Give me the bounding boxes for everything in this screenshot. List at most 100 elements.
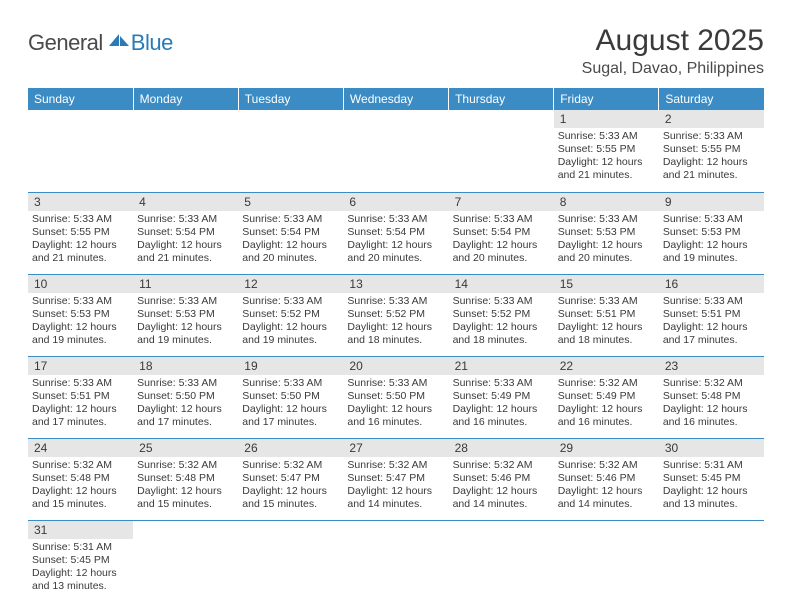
calendar-row: 17Sunrise: 5:33 AMSunset: 5:51 PMDayligh… bbox=[28, 356, 764, 438]
day-number: 4 bbox=[133, 193, 238, 211]
daylight-line: Daylight: 12 hours and 14 minutes. bbox=[453, 485, 550, 511]
day-number: 14 bbox=[449, 275, 554, 293]
calendar-cell: 30Sunrise: 5:31 AMSunset: 5:45 PMDayligh… bbox=[659, 438, 764, 520]
day-number: 3 bbox=[28, 193, 133, 211]
day-content: Sunrise: 5:33 AMSunset: 5:54 PMDaylight:… bbox=[238, 211, 343, 270]
logo-text-blue: Blue bbox=[131, 30, 173, 56]
sunrise-line: Sunrise: 5:32 AM bbox=[137, 459, 234, 472]
sunset-line: Sunset: 5:50 PM bbox=[137, 390, 234, 403]
daylight-line: Daylight: 12 hours and 17 minutes. bbox=[663, 321, 760, 347]
day-content: Sunrise: 5:33 AMSunset: 5:51 PMDaylight:… bbox=[659, 293, 764, 352]
sunrise-line: Sunrise: 5:32 AM bbox=[242, 459, 339, 472]
sunrise-line: Sunrise: 5:33 AM bbox=[347, 213, 444, 226]
weekday-header: Thursday bbox=[449, 88, 554, 110]
day-number: 13 bbox=[343, 275, 448, 293]
day-content: Sunrise: 5:32 AMSunset: 5:46 PMDaylight:… bbox=[554, 457, 659, 516]
sunset-line: Sunset: 5:50 PM bbox=[242, 390, 339, 403]
calendar-row: 1Sunrise: 5:33 AMSunset: 5:55 PMDaylight… bbox=[28, 110, 764, 192]
title-block: August 2025 Sugal, Davao, Philippines bbox=[582, 24, 764, 78]
sunrise-line: Sunrise: 5:33 AM bbox=[32, 377, 129, 390]
day-content: Sunrise: 5:32 AMSunset: 5:47 PMDaylight:… bbox=[343, 457, 448, 516]
sunset-line: Sunset: 5:48 PM bbox=[663, 390, 760, 403]
sunrise-line: Sunrise: 5:33 AM bbox=[137, 295, 234, 308]
weekday-header: Friday bbox=[554, 88, 659, 110]
sunset-line: Sunset: 5:50 PM bbox=[347, 390, 444, 403]
day-content: Sunrise: 5:32 AMSunset: 5:48 PMDaylight:… bbox=[133, 457, 238, 516]
sunrise-line: Sunrise: 5:33 AM bbox=[242, 377, 339, 390]
daylight-line: Daylight: 12 hours and 15 minutes. bbox=[242, 485, 339, 511]
calendar-cell bbox=[449, 520, 554, 602]
weekday-header: Saturday bbox=[659, 88, 764, 110]
month-title: August 2025 bbox=[582, 24, 764, 58]
day-content: Sunrise: 5:33 AMSunset: 5:50 PMDaylight:… bbox=[343, 375, 448, 434]
day-content: Sunrise: 5:33 AMSunset: 5:55 PMDaylight:… bbox=[28, 211, 133, 270]
calendar-cell bbox=[133, 110, 238, 192]
day-number: 10 bbox=[28, 275, 133, 293]
sunset-line: Sunset: 5:46 PM bbox=[558, 472, 655, 485]
day-number: 22 bbox=[554, 357, 659, 375]
day-number: 9 bbox=[659, 193, 764, 211]
sunset-line: Sunset: 5:54 PM bbox=[242, 226, 339, 239]
sunrise-line: Sunrise: 5:33 AM bbox=[347, 295, 444, 308]
day-content: Sunrise: 5:32 AMSunset: 5:48 PMDaylight:… bbox=[659, 375, 764, 434]
sunset-line: Sunset: 5:48 PM bbox=[137, 472, 234, 485]
daylight-line: Daylight: 12 hours and 21 minutes. bbox=[32, 239, 129, 265]
sunset-line: Sunset: 5:54 PM bbox=[137, 226, 234, 239]
daylight-line: Daylight: 12 hours and 19 minutes. bbox=[242, 321, 339, 347]
calendar-cell: 10Sunrise: 5:33 AMSunset: 5:53 PMDayligh… bbox=[28, 274, 133, 356]
day-content: Sunrise: 5:33 AMSunset: 5:53 PMDaylight:… bbox=[133, 293, 238, 352]
calendar-cell: 1Sunrise: 5:33 AMSunset: 5:55 PMDaylight… bbox=[554, 110, 659, 192]
sunset-line: Sunset: 5:51 PM bbox=[558, 308, 655, 321]
sunrise-line: Sunrise: 5:33 AM bbox=[137, 213, 234, 226]
day-number: 2 bbox=[659, 110, 764, 128]
sunrise-line: Sunrise: 5:33 AM bbox=[32, 295, 129, 308]
calendar-cell: 21Sunrise: 5:33 AMSunset: 5:49 PMDayligh… bbox=[449, 356, 554, 438]
weekday-header: Monday bbox=[133, 88, 238, 110]
sunset-line: Sunset: 5:52 PM bbox=[242, 308, 339, 321]
daylight-line: Daylight: 12 hours and 18 minutes. bbox=[347, 321, 444, 347]
calendar-cell bbox=[238, 110, 343, 192]
weekday-header: Sunday bbox=[28, 88, 133, 110]
daylight-line: Daylight: 12 hours and 16 minutes. bbox=[558, 403, 655, 429]
calendar-cell: 27Sunrise: 5:32 AMSunset: 5:47 PMDayligh… bbox=[343, 438, 448, 520]
calendar-cell: 28Sunrise: 5:32 AMSunset: 5:46 PMDayligh… bbox=[449, 438, 554, 520]
day-number: 29 bbox=[554, 439, 659, 457]
sunrise-line: Sunrise: 5:33 AM bbox=[242, 295, 339, 308]
daylight-line: Daylight: 12 hours and 15 minutes. bbox=[32, 485, 129, 511]
sunset-line: Sunset: 5:55 PM bbox=[32, 226, 129, 239]
daylight-line: Daylight: 12 hours and 18 minutes. bbox=[453, 321, 550, 347]
sunset-line: Sunset: 5:55 PM bbox=[558, 143, 655, 156]
day-content: Sunrise: 5:32 AMSunset: 5:49 PMDaylight:… bbox=[554, 375, 659, 434]
sunset-line: Sunset: 5:48 PM bbox=[32, 472, 129, 485]
calendar-cell: 31Sunrise: 5:31 AMSunset: 5:45 PMDayligh… bbox=[28, 520, 133, 602]
weekday-header: Wednesday bbox=[343, 88, 448, 110]
calendar-cell bbox=[133, 520, 238, 602]
sunrise-line: Sunrise: 5:33 AM bbox=[453, 213, 550, 226]
calendar-cell bbox=[28, 110, 133, 192]
day-content: Sunrise: 5:33 AMSunset: 5:54 PMDaylight:… bbox=[449, 211, 554, 270]
day-content: Sunrise: 5:32 AMSunset: 5:48 PMDaylight:… bbox=[28, 457, 133, 516]
calendar-cell: 16Sunrise: 5:33 AMSunset: 5:51 PMDayligh… bbox=[659, 274, 764, 356]
sunset-line: Sunset: 5:52 PM bbox=[453, 308, 550, 321]
daylight-line: Daylight: 12 hours and 16 minutes. bbox=[663, 403, 760, 429]
sunrise-line: Sunrise: 5:32 AM bbox=[558, 377, 655, 390]
calendar-cell: 26Sunrise: 5:32 AMSunset: 5:47 PMDayligh… bbox=[238, 438, 343, 520]
day-number: 23 bbox=[659, 357, 764, 375]
calendar-cell: 9Sunrise: 5:33 AMSunset: 5:53 PMDaylight… bbox=[659, 192, 764, 274]
day-content: Sunrise: 5:33 AMSunset: 5:52 PMDaylight:… bbox=[449, 293, 554, 352]
calendar-cell bbox=[343, 110, 448, 192]
sunrise-line: Sunrise: 5:33 AM bbox=[558, 213, 655, 226]
daylight-line: Daylight: 12 hours and 16 minutes. bbox=[453, 403, 550, 429]
sunrise-line: Sunrise: 5:33 AM bbox=[242, 213, 339, 226]
location: Sugal, Davao, Philippines bbox=[582, 60, 764, 78]
daylight-line: Daylight: 12 hours and 19 minutes. bbox=[137, 321, 234, 347]
day-number: 5 bbox=[238, 193, 343, 211]
sunrise-line: Sunrise: 5:33 AM bbox=[558, 295, 655, 308]
sunrise-line: Sunrise: 5:33 AM bbox=[663, 130, 760, 143]
sunset-line: Sunset: 5:45 PM bbox=[663, 472, 760, 485]
calendar-row: 24Sunrise: 5:32 AMSunset: 5:48 PMDayligh… bbox=[28, 438, 764, 520]
calendar-row: 10Sunrise: 5:33 AMSunset: 5:53 PMDayligh… bbox=[28, 274, 764, 356]
day-number: 17 bbox=[28, 357, 133, 375]
sunset-line: Sunset: 5:54 PM bbox=[347, 226, 444, 239]
day-content: Sunrise: 5:33 AMSunset: 5:52 PMDaylight:… bbox=[238, 293, 343, 352]
